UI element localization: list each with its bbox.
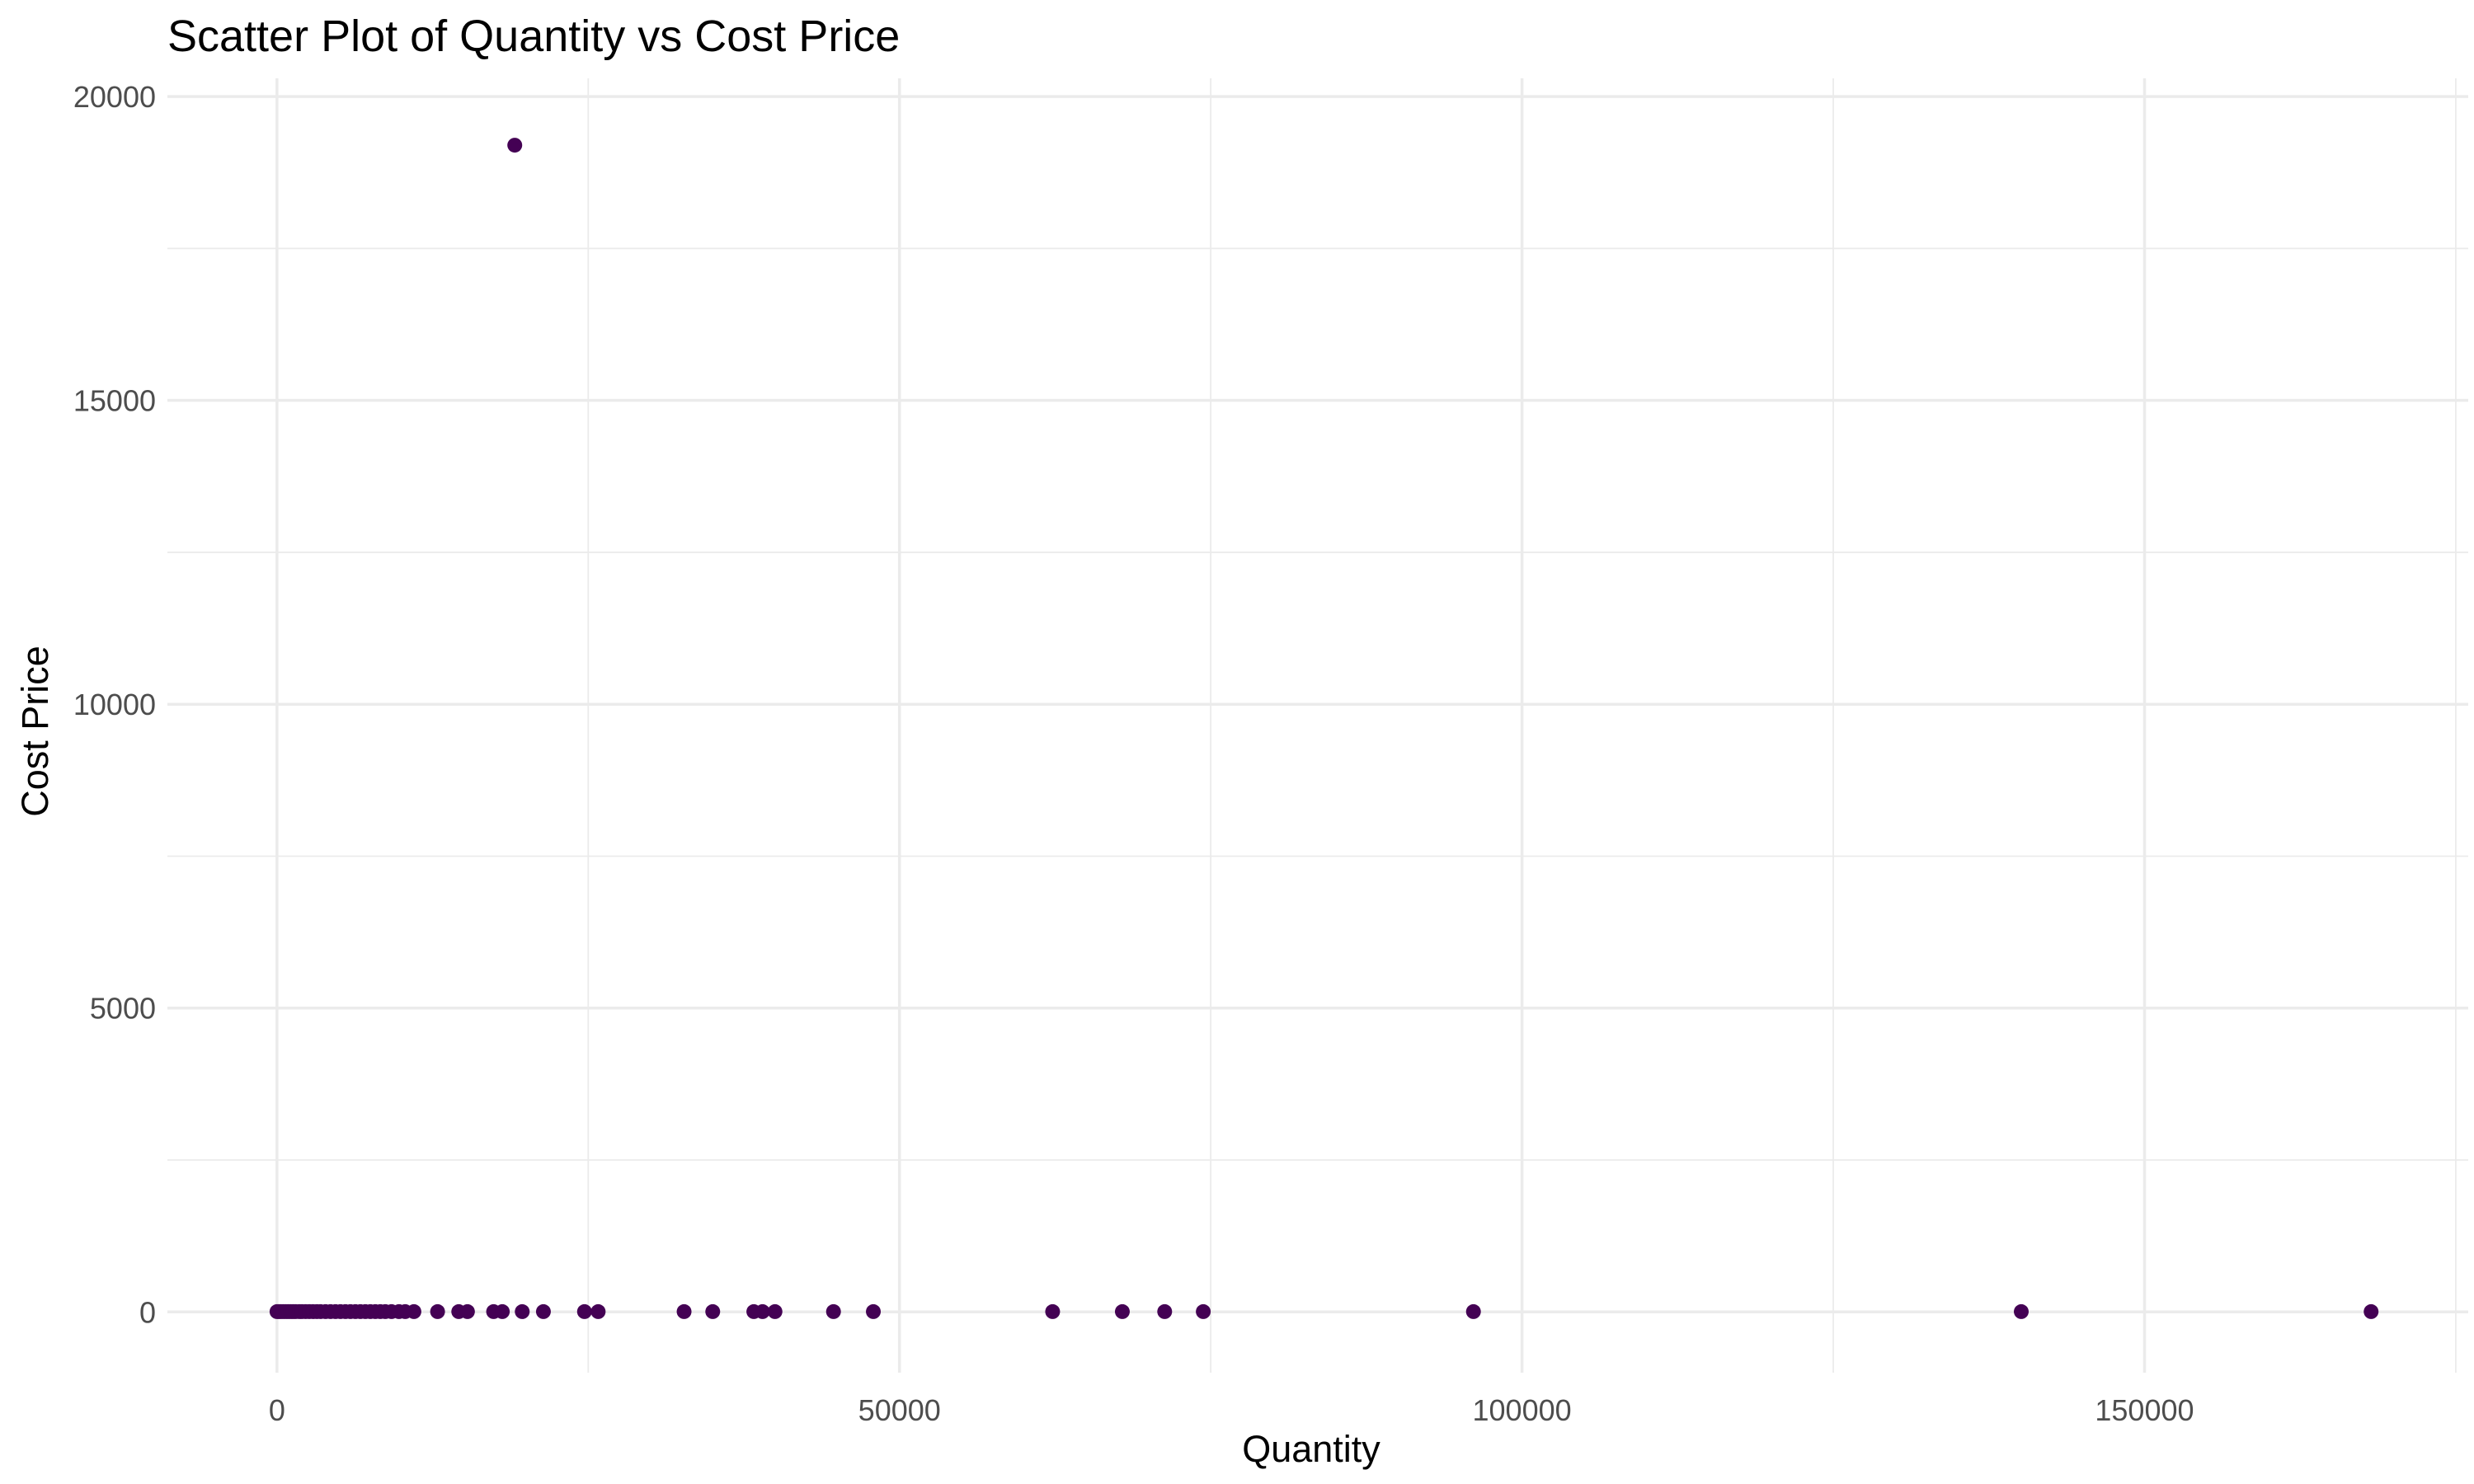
data-point <box>1157 1303 1173 1319</box>
x-axis-tick-labels: 0 50000 100000 150000 <box>269 1393 2194 1427</box>
data-point <box>495 1303 510 1319</box>
y-axis-title: Cost Price <box>14 646 56 817</box>
data-point <box>535 1303 551 1319</box>
data-point <box>576 1303 592 1319</box>
y-tick-label: 0 <box>139 1295 156 1329</box>
y-axis-tick-labels: 0 5000 10000 15000 20000 <box>73 80 156 1329</box>
data-point <box>767 1303 783 1319</box>
x-axis-title: Quantity <box>1242 1428 1380 1470</box>
data-point <box>590 1303 606 1319</box>
data-point <box>1465 1303 1481 1319</box>
chart-title: Scatter Plot of Quantity vs Cost Price <box>167 12 900 61</box>
data-point <box>755 1303 770 1319</box>
data-point <box>866 1303 882 1319</box>
data-point <box>1114 1303 1130 1319</box>
grid-lines <box>167 78 2468 1373</box>
data-point <box>507 138 523 153</box>
data-point <box>430 1303 445 1319</box>
data-point <box>825 1303 841 1319</box>
data-point <box>2363 1303 2379 1319</box>
data-point <box>1045 1303 1061 1319</box>
y-tick-label: 15000 <box>73 384 156 418</box>
data-point <box>705 1303 721 1319</box>
data-point <box>2014 1303 2030 1319</box>
x-tick-label: 150000 <box>2095 1393 2194 1427</box>
y-tick-label: 10000 <box>73 688 156 721</box>
data-point <box>515 1303 530 1319</box>
data-points <box>269 138 2379 1319</box>
data-point <box>1196 1303 1211 1319</box>
y-tick-label: 5000 <box>90 992 156 1026</box>
data-point <box>459 1303 475 1319</box>
x-tick-label: 0 <box>269 1393 285 1427</box>
x-tick-label: 100000 <box>1473 1393 1572 1427</box>
data-point <box>676 1303 692 1319</box>
y-tick-label: 20000 <box>73 80 156 114</box>
data-point <box>406 1303 421 1319</box>
x-tick-label: 50000 <box>858 1393 941 1427</box>
